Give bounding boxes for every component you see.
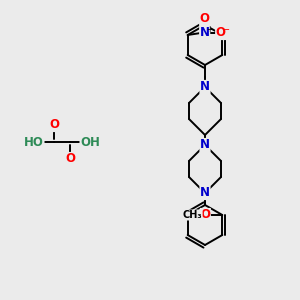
Text: +: +: [206, 25, 213, 34]
Text: N: N: [200, 139, 210, 152]
Text: OH: OH: [80, 136, 100, 148]
Text: N: N: [200, 187, 210, 200]
Text: HO: HO: [24, 136, 44, 148]
Text: N: N: [200, 80, 210, 94]
Text: O: O: [65, 152, 75, 166]
Text: O: O: [216, 26, 226, 40]
Text: CH₃: CH₃: [182, 210, 202, 220]
Text: O: O: [200, 13, 210, 26]
Text: −: −: [222, 25, 230, 35]
Text: O: O: [200, 208, 210, 221]
Text: O: O: [49, 118, 59, 131]
Text: N: N: [200, 26, 210, 40]
